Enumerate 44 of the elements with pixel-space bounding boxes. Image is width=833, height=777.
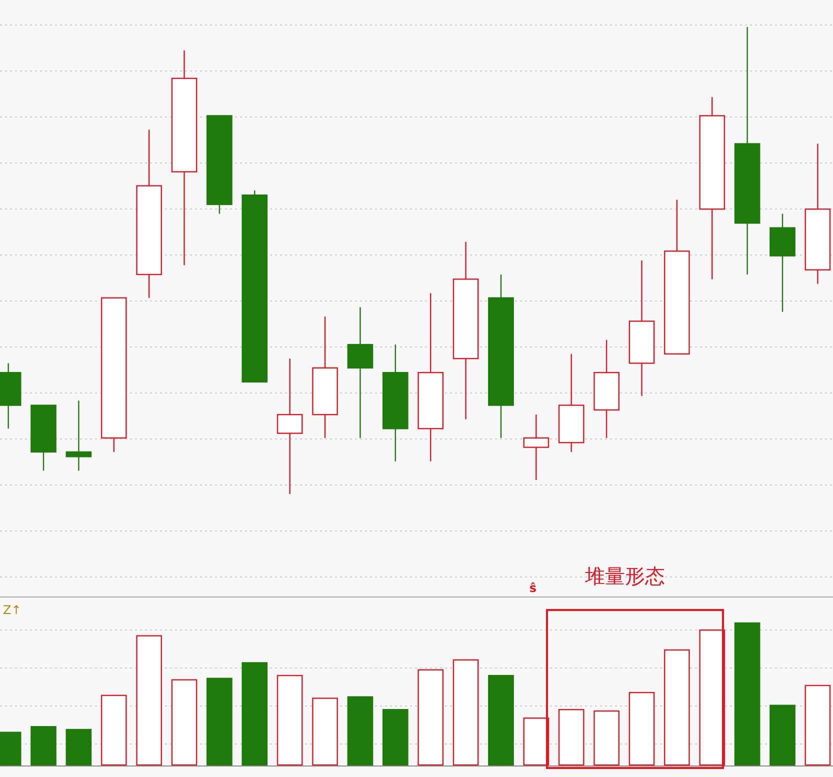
bar [452, 659, 479, 766]
bar [66, 728, 92, 766]
bar [206, 678, 232, 766]
bar [628, 692, 655, 766]
candlestick [418, 292, 444, 462]
candlestick [770, 213, 796, 312]
bar [100, 694, 127, 766]
candlestick [558, 353, 584, 453]
candlestick [734, 26, 760, 276]
candlestick [136, 129, 162, 298]
text: 堆量形态 [584, 564, 665, 588]
candlestick [171, 50, 198, 266]
bar [804, 684, 831, 766]
candlestick [452, 241, 479, 420]
bar [594, 710, 620, 766]
candlestick [699, 96, 726, 280]
bar [382, 709, 408, 766]
bar [30, 726, 56, 766]
text: Z↑ [3, 603, 22, 617]
bar [312, 698, 338, 766]
candlestick [523, 414, 550, 481]
candlestick [66, 400, 92, 472]
bar [770, 704, 796, 766]
bar [418, 669, 444, 766]
candlestick [382, 344, 408, 462]
bar [242, 662, 268, 766]
bar [558, 709, 584, 766]
bar [136, 635, 162, 766]
candlestick [488, 274, 514, 439]
candlestick [347, 306, 374, 439]
candlestick [804, 143, 831, 284]
bar [171, 679, 198, 766]
candlestick [628, 260, 655, 397]
bar [523, 718, 550, 766]
candlestick [312, 316, 338, 439]
bar [664, 649, 690, 766]
candlestick [276, 358, 303, 495]
bar [276, 674, 303, 766]
bar [347, 696, 374, 766]
text: ŝ [529, 581, 537, 595]
bar [488, 674, 514, 766]
candlestick [594, 339, 620, 439]
bar [734, 622, 760, 766]
bar [699, 630, 726, 766]
